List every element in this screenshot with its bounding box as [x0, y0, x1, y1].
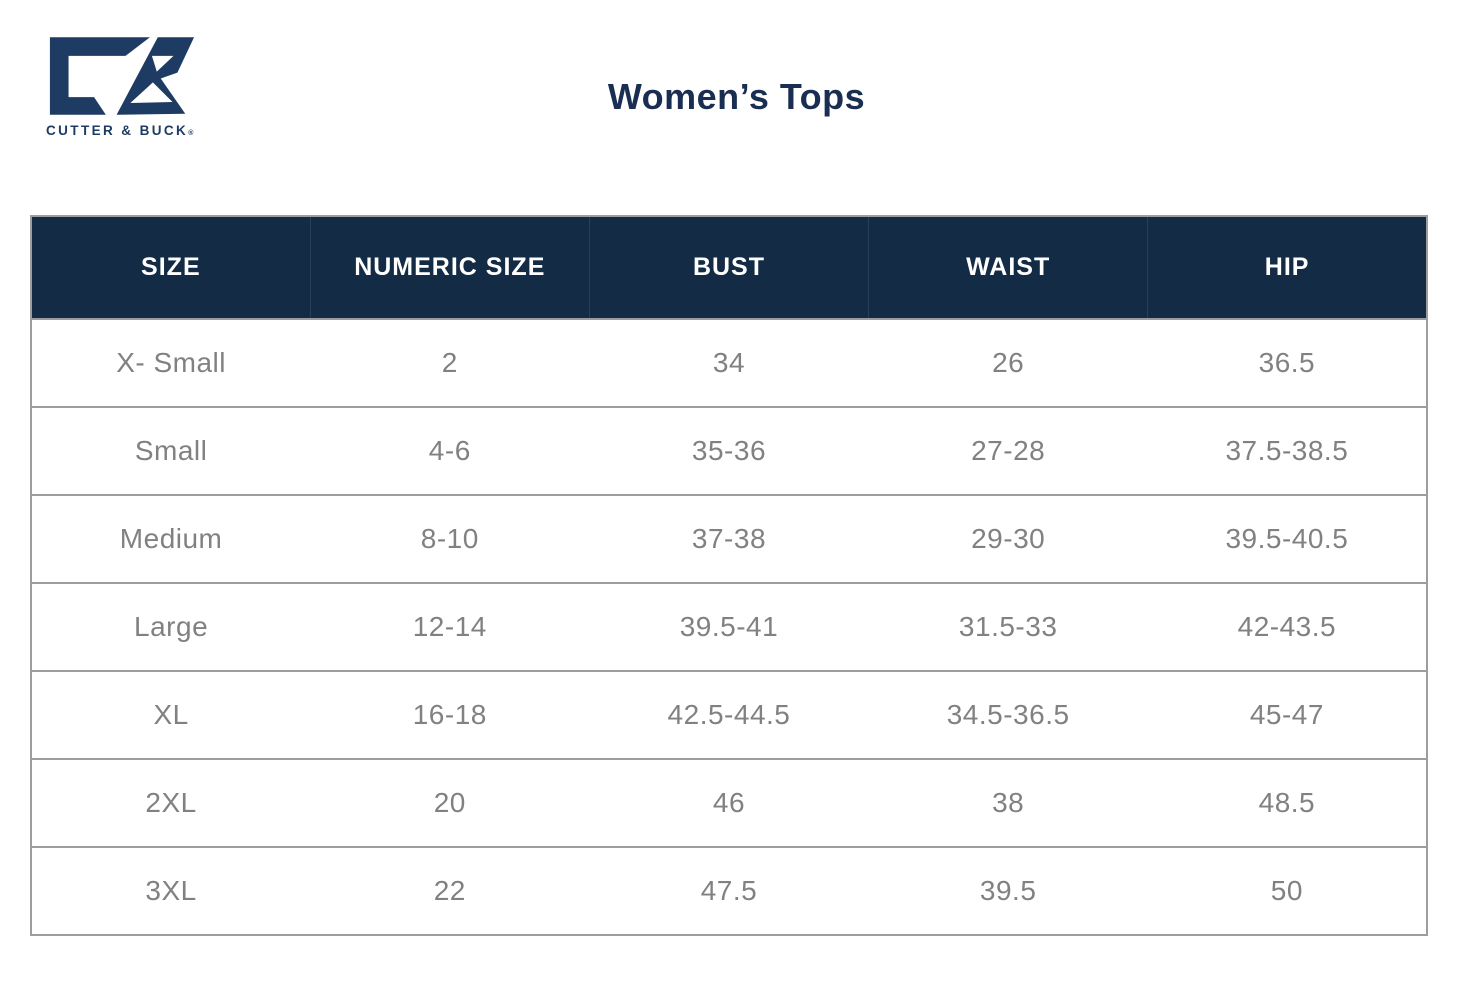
column-header-size: SIZE [31, 216, 311, 319]
cell-numeric-size: 20 [310, 758, 590, 847]
cell-waist: 39.5 [868, 846, 1148, 935]
cell-size: Large [31, 582, 311, 671]
cell-waist: 38 [868, 758, 1148, 847]
cell-bust: 37-38 [589, 494, 869, 583]
table-row-3xl: 3XL 22 47.5 39.5 50 [31, 846, 1427, 935]
cell-bust: 34 [589, 318, 869, 407]
cell-hip: 48.5 [1147, 758, 1427, 847]
cell-numeric-size: 22 [310, 846, 590, 935]
cell-hip: 36.5 [1147, 318, 1427, 407]
cell-size: 3XL [31, 846, 311, 935]
cell-bust: 47.5 [589, 846, 869, 935]
table-row-medium: Medium 8-10 37-38 29-30 39.5-40.5 [31, 494, 1427, 583]
cell-numeric-size: 4-6 [310, 406, 590, 495]
cell-waist: 27-28 [868, 406, 1148, 495]
column-header-numeric-size: NUMERIC SIZE [309, 216, 590, 319]
cell-waist: 34.5-36.5 [868, 670, 1148, 759]
cell-bust: 35-36 [589, 406, 869, 495]
brand-wordmark-text: CUTTER & BUCK [46, 123, 189, 138]
cell-hip: 50 [1147, 846, 1427, 935]
cell-hip: 37.5-38.5 [1147, 406, 1427, 495]
cutter-buck-monogram-icon [49, 37, 195, 115]
cell-waist: 31.5-33 [868, 582, 1148, 671]
column-header-bust: BUST [588, 216, 869, 319]
cell-waist: 29-30 [868, 494, 1148, 583]
cell-size: Small [31, 406, 311, 495]
table-row-small: Small 4-6 35-36 27-28 37.5-38.5 [31, 406, 1427, 495]
cell-size: Medium [31, 494, 311, 583]
cell-bust: 42.5-44.5 [589, 670, 869, 759]
cell-waist: 26 [868, 318, 1148, 407]
table-row-xl: XL 16-18 42.5-44.5 34.5-36.5 45-47 [31, 670, 1427, 759]
cell-numeric-size: 8-10 [310, 494, 590, 583]
cell-size: XL [31, 670, 311, 759]
brand-logo: CUTTER & BUCK® [46, 34, 206, 138]
cell-size: 2XL [31, 758, 311, 847]
cell-hip: 39.5-40.5 [1147, 494, 1427, 583]
table-header: SIZE NUMERIC SIZE BUST WAIST HIP [31, 216, 1427, 319]
size-chart-table: SIZE NUMERIC SIZE BUST WAIST HIP X- Smal… [30, 215, 1428, 936]
cell-hip: 42-43.5 [1147, 582, 1427, 671]
column-header-waist: WAIST [868, 216, 1148, 319]
table-body: X- Small 2 34 26 36.5 Small 4-6 35-36 27… [31, 318, 1427, 935]
cell-bust: 39.5-41 [589, 582, 869, 671]
cell-numeric-size: 12-14 [310, 582, 590, 671]
page-title: Women’s Tops [607, 76, 866, 117]
cell-numeric-size: 16-18 [310, 670, 590, 759]
cell-numeric-size: 2 [310, 318, 590, 407]
table-header-row: SIZE NUMERIC SIZE BUST WAIST HIP [31, 216, 1427, 319]
table-row-large: Large 12-14 39.5-41 31.5-33 42-43.5 [31, 582, 1427, 671]
brand-wordmark: CUTTER & BUCK® [46, 123, 206, 138]
table-row-x-small: X- Small 2 34 26 36.5 [31, 318, 1427, 407]
cell-size: X- Small [31, 318, 311, 407]
size-chart-table-container: SIZE NUMERIC SIZE BUST WAIST HIP X- Smal… [30, 215, 1428, 936]
column-header-hip: HIP [1147, 216, 1427, 319]
table-row-2xl: 2XL 20 46 38 48.5 [31, 758, 1427, 847]
cell-hip: 45-47 [1147, 670, 1427, 759]
cell-bust: 46 [589, 758, 869, 847]
registered-trademark-symbol: ® [188, 130, 194, 137]
